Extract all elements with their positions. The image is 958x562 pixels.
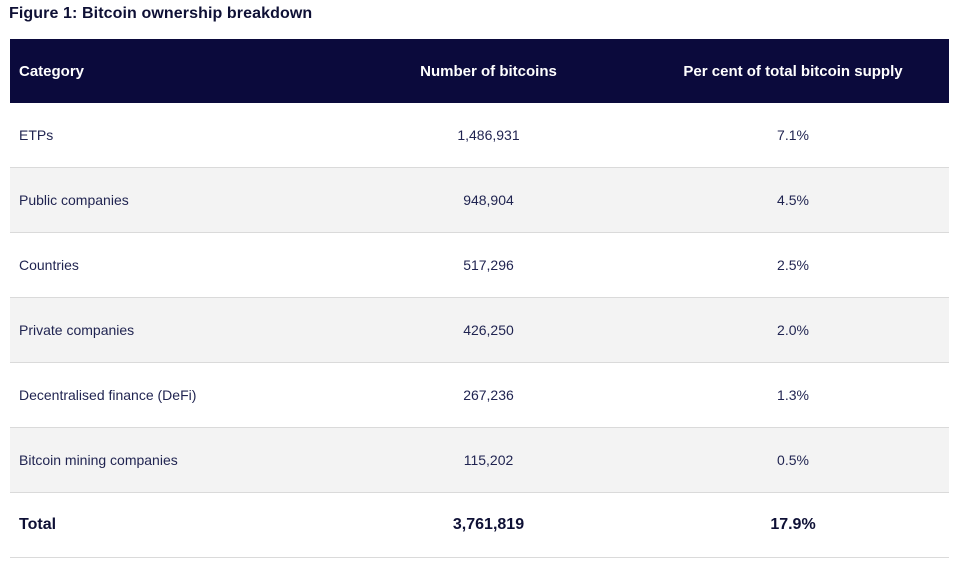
percent-cell: 1.3% (777, 387, 809, 403)
percent-cell: 2.0% (777, 322, 809, 338)
category-cell: Private companies (19, 322, 135, 338)
bitcoins-cell: 1,486,931 (457, 127, 520, 143)
percent-cell: 2.5% (777, 257, 809, 273)
total-row: Total 3,761,819 17.9% (10, 493, 949, 558)
figure-title: Figure 1: Bitcoin ownership breakdown (9, 5, 313, 22)
category-cell: Public companies (19, 192, 129, 208)
percent-cell: 4.5% (777, 192, 809, 208)
table-row: Private companies 426,250 2.0% (10, 298, 949, 363)
category-cell: Decentralised finance (DeFi) (19, 387, 197, 403)
percent-cell: 0.5% (777, 452, 809, 468)
table-row: Bitcoin mining companies 115,202 0.5% (10, 428, 949, 493)
total-bitcoins: 3,761,819 (452, 516, 525, 533)
bitcoins-cell: 426,250 (463, 322, 514, 338)
header-number-of-bitcoins: Number of bitcoins (420, 62, 557, 80)
table-row: Public companies 948,904 4.5% (10, 168, 949, 233)
total-percent: 17.9% (770, 516, 816, 533)
ownership-table: Category Number of bitcoins Per cent of … (10, 39, 949, 558)
category-cell: ETPs (19, 127, 54, 143)
percent-cell: 7.1% (777, 127, 809, 143)
bitcoins-cell: 115,202 (463, 452, 514, 468)
bitcoins-cell: 517,296 (463, 257, 514, 273)
category-cell: Bitcoin mining companies (19, 452, 178, 468)
header-category: Category (19, 62, 85, 80)
bitcoins-cell: 948,904 (463, 192, 514, 208)
table-row: Countries 517,296 2.5% (10, 233, 949, 298)
table-row: Decentralised finance (DeFi) 267,236 1.3… (10, 363, 949, 428)
table-header-row: Category Number of bitcoins Per cent of … (10, 39, 949, 103)
total-label: Total (19, 516, 57, 533)
header-percent-supply: Per cent of total bitcoin supply (683, 62, 903, 80)
category-cell: Countries (19, 257, 79, 273)
bitcoins-cell: 267,236 (463, 387, 514, 403)
table-row: ETPs 1,486,931 7.1% (10, 103, 949, 168)
